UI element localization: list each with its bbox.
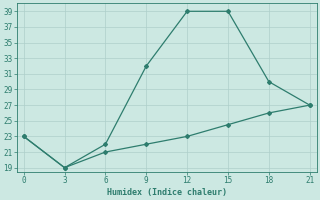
X-axis label: Humidex (Indice chaleur): Humidex (Indice chaleur): [107, 188, 227, 197]
